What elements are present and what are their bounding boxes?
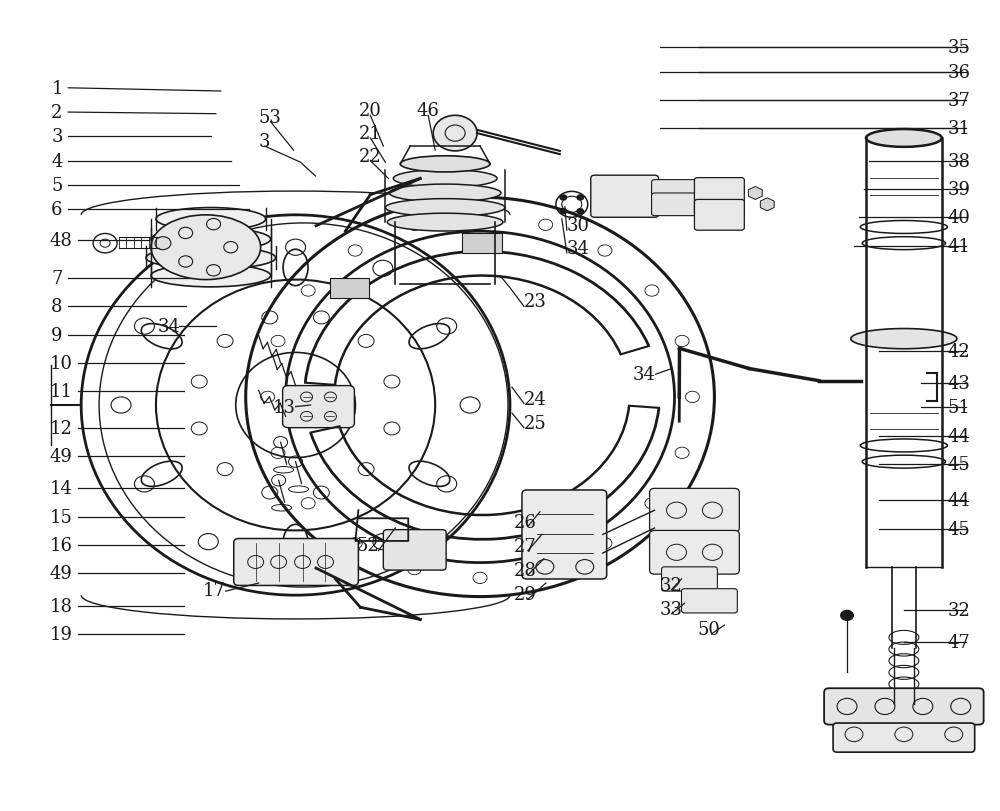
FancyBboxPatch shape bbox=[522, 491, 607, 579]
Ellipse shape bbox=[151, 229, 271, 251]
Text: 12: 12 bbox=[49, 419, 72, 437]
Ellipse shape bbox=[387, 214, 503, 232]
Bar bbox=[462, 234, 502, 254]
Ellipse shape bbox=[151, 265, 271, 287]
FancyBboxPatch shape bbox=[650, 530, 739, 574]
FancyBboxPatch shape bbox=[383, 530, 446, 570]
Circle shape bbox=[559, 195, 567, 201]
Text: 20: 20 bbox=[358, 102, 381, 120]
FancyBboxPatch shape bbox=[283, 386, 354, 428]
Ellipse shape bbox=[866, 130, 942, 148]
Text: 43: 43 bbox=[948, 375, 971, 393]
Ellipse shape bbox=[156, 208, 266, 231]
Text: 21: 21 bbox=[358, 125, 381, 143]
Text: 6: 6 bbox=[51, 201, 63, 219]
Text: 34: 34 bbox=[567, 240, 590, 258]
Ellipse shape bbox=[851, 329, 957, 350]
Text: 29: 29 bbox=[514, 586, 537, 603]
Text: 33: 33 bbox=[660, 600, 683, 618]
Text: 44: 44 bbox=[948, 427, 971, 445]
Text: 41: 41 bbox=[948, 238, 971, 255]
Text: 5: 5 bbox=[51, 177, 63, 195]
Text: 32: 32 bbox=[660, 576, 682, 594]
FancyBboxPatch shape bbox=[591, 176, 659, 218]
Text: 18: 18 bbox=[49, 597, 72, 615]
Text: 3: 3 bbox=[259, 133, 270, 151]
Ellipse shape bbox=[393, 170, 497, 188]
Text: 51: 51 bbox=[948, 399, 971, 417]
Text: 38: 38 bbox=[948, 152, 971, 170]
FancyBboxPatch shape bbox=[694, 200, 744, 231]
Text: 46: 46 bbox=[416, 102, 439, 120]
FancyBboxPatch shape bbox=[652, 194, 697, 217]
Circle shape bbox=[840, 610, 854, 621]
Text: 11: 11 bbox=[49, 383, 72, 401]
Text: 14: 14 bbox=[49, 480, 72, 498]
FancyBboxPatch shape bbox=[234, 539, 358, 586]
Ellipse shape bbox=[146, 247, 276, 270]
Text: 50: 50 bbox=[697, 620, 720, 638]
Text: 39: 39 bbox=[948, 181, 971, 199]
Ellipse shape bbox=[155, 238, 171, 251]
Text: 13: 13 bbox=[273, 398, 296, 416]
Text: 9: 9 bbox=[51, 326, 63, 344]
Text: 23: 23 bbox=[524, 293, 547, 311]
Text: 26: 26 bbox=[514, 513, 537, 531]
Text: 19: 19 bbox=[49, 625, 72, 643]
Text: 45: 45 bbox=[948, 456, 971, 474]
Text: 17: 17 bbox=[202, 581, 225, 599]
Ellipse shape bbox=[151, 216, 261, 281]
FancyBboxPatch shape bbox=[650, 489, 739, 532]
Text: 48: 48 bbox=[49, 232, 72, 250]
Ellipse shape bbox=[389, 185, 501, 203]
Text: 47: 47 bbox=[948, 633, 971, 651]
Ellipse shape bbox=[400, 157, 490, 173]
Text: 53: 53 bbox=[259, 109, 282, 127]
Text: 28: 28 bbox=[514, 561, 537, 579]
Text: 35: 35 bbox=[948, 39, 971, 58]
FancyBboxPatch shape bbox=[681, 589, 737, 613]
Circle shape bbox=[433, 116, 477, 152]
Text: 3: 3 bbox=[51, 128, 63, 146]
Text: 44: 44 bbox=[948, 492, 971, 510]
Text: 16: 16 bbox=[49, 536, 72, 554]
Text: 10: 10 bbox=[49, 354, 72, 372]
Text: 37: 37 bbox=[948, 92, 971, 109]
Text: 24: 24 bbox=[524, 390, 547, 408]
FancyBboxPatch shape bbox=[662, 567, 717, 591]
Text: 4: 4 bbox=[51, 152, 63, 170]
Text: 36: 36 bbox=[948, 63, 971, 81]
Text: 27: 27 bbox=[514, 537, 537, 555]
Circle shape bbox=[576, 195, 584, 201]
Text: 2: 2 bbox=[51, 104, 63, 122]
Circle shape bbox=[576, 208, 584, 215]
Text: 40: 40 bbox=[948, 209, 971, 227]
Text: 31: 31 bbox=[948, 120, 971, 138]
Text: 1: 1 bbox=[51, 79, 63, 97]
Text: 30: 30 bbox=[567, 217, 590, 235]
Text: 15: 15 bbox=[49, 508, 72, 526]
Text: 34: 34 bbox=[632, 366, 655, 384]
Text: 8: 8 bbox=[51, 298, 63, 316]
FancyBboxPatch shape bbox=[824, 689, 984, 725]
FancyBboxPatch shape bbox=[833, 723, 975, 753]
Text: 7: 7 bbox=[51, 269, 63, 288]
Text: 49: 49 bbox=[49, 448, 72, 466]
Bar bbox=[330, 278, 369, 298]
Text: 25: 25 bbox=[524, 414, 547, 432]
Circle shape bbox=[559, 208, 567, 215]
FancyBboxPatch shape bbox=[694, 178, 744, 216]
Ellipse shape bbox=[385, 200, 505, 217]
Text: 45: 45 bbox=[948, 520, 971, 539]
Text: 42: 42 bbox=[948, 342, 971, 360]
FancyBboxPatch shape bbox=[652, 180, 697, 205]
Text: 22: 22 bbox=[358, 148, 381, 165]
Text: 32: 32 bbox=[948, 601, 971, 619]
Text: 52: 52 bbox=[357, 536, 380, 554]
Text: 49: 49 bbox=[49, 564, 72, 582]
Text: 34: 34 bbox=[157, 317, 180, 335]
